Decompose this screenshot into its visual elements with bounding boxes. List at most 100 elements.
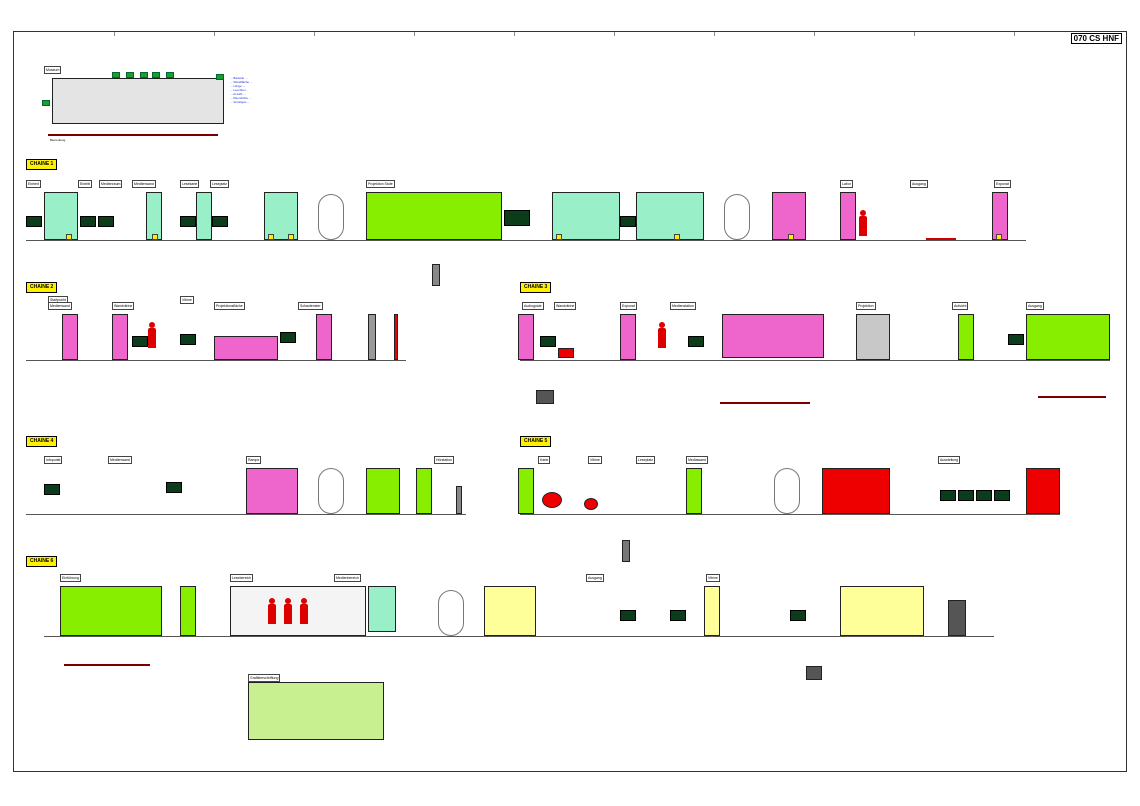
c4-monitor (44, 484, 60, 495)
c1-label: Einheit (26, 180, 41, 188)
chain-1-tag: CHAINE 1 (26, 159, 58, 170)
chain-1-baseline (26, 240, 1026, 241)
drawing-frame: Museum ... Bauteile ...... Wandfläche ..… (13, 31, 1127, 772)
c5-monitor (940, 490, 956, 501)
c4-panel (416, 468, 432, 514)
c5-panel (686, 468, 702, 514)
c1-label: Projektion Stufe (366, 180, 395, 188)
header-marker (166, 72, 174, 78)
c4-label: Medienwand (108, 456, 132, 464)
chain-4-tag: CHAINE 4 (26, 436, 58, 447)
c6-cabinet (948, 600, 966, 636)
c4-column (456, 486, 462, 514)
c4-label: Infopunkt (44, 456, 63, 464)
c3-label: Projektion (856, 302, 876, 310)
c1-marker (268, 234, 274, 240)
footer-label: Grafikbeschriftung (248, 674, 281, 682)
chain-6-baseline (44, 636, 994, 637)
c3-box (536, 390, 554, 404)
c1-label: Ausgang (910, 180, 928, 188)
header-marker (126, 72, 134, 78)
chain-3-baseline (520, 360, 1110, 361)
c1-bar (926, 238, 956, 240)
c6-panel (484, 586, 536, 636)
header-marker (140, 72, 148, 78)
c1-panel (992, 192, 1008, 240)
c1-label: Labor (840, 180, 853, 188)
c5-label: Mediawand (686, 456, 708, 464)
c4-loop (318, 468, 344, 514)
c2-label: Wandvitrine (112, 302, 135, 310)
c5-column (622, 540, 630, 562)
c5-label: Karte (538, 456, 551, 464)
c3-figure (658, 322, 666, 348)
c2-panel (62, 314, 78, 360)
c2-panel (112, 314, 128, 360)
c6-label: Medienbereich (334, 574, 361, 582)
footer-panel (248, 682, 384, 740)
header-block: Museum ... Bauteile ...... Wandfläche ..… (40, 66, 265, 142)
c5-shape (584, 498, 598, 510)
c6-label: Einführung (60, 574, 81, 582)
c3-label: Exponat (620, 302, 637, 310)
c1-monitor (80, 216, 96, 227)
c6-label: Vitrine (706, 574, 720, 582)
c3-label: Medienstation (670, 302, 696, 310)
c6-panel (180, 586, 196, 636)
c4-panel (366, 468, 400, 514)
c3-monitor (688, 336, 704, 347)
c1-column (432, 264, 440, 286)
c1-marker (996, 234, 1002, 240)
c6-monitor (670, 610, 686, 621)
c6-monitor (620, 610, 636, 621)
c2-label: Vitrine (180, 296, 194, 304)
c6-panel (230, 586, 366, 636)
c3-panel (620, 314, 636, 360)
c5-loop (774, 468, 800, 514)
chain-5-baseline (520, 514, 1060, 515)
c5-monitor (976, 490, 992, 501)
c1-label: Exponat (994, 180, 1011, 188)
c2-label: Medienwand (48, 302, 72, 310)
c1-panel (772, 192, 806, 240)
c5-panel (822, 468, 890, 514)
c3-panel (722, 314, 824, 358)
chain-5-tag: CHAINE 5 (520, 436, 552, 447)
header-legend: ... Bauteile ...... Wandfläche ... ... L… (230, 76, 253, 104)
header-note: Bemerkung (50, 138, 66, 142)
c1-marker (556, 234, 562, 240)
c2-figure (148, 322, 156, 348)
c3-block (558, 348, 574, 358)
c6-panel (60, 586, 162, 636)
c2-label: Schaufenster (298, 302, 323, 310)
c2-monitor (180, 334, 196, 345)
c3-label: Wandvitrine (554, 302, 577, 310)
c4-label: Hörstation (434, 456, 454, 464)
header-marker (42, 100, 50, 106)
c1-panel (146, 192, 162, 240)
c2-label: Projektionsfläche (214, 302, 245, 310)
c1-monitor (26, 216, 42, 227)
c1-marker (674, 234, 680, 240)
c1-panel (552, 192, 620, 240)
c1-monitor (620, 216, 636, 227)
c3-label: Ausgang (1026, 302, 1044, 310)
header-title: Museum (44, 66, 62, 74)
chain-3-tag: CHAINE 3 (520, 282, 552, 293)
c4-label: Rampe (246, 456, 262, 464)
c6-figure (268, 598, 276, 624)
c2-panel (214, 336, 278, 360)
c3-label: Audioguide (522, 302, 544, 310)
c1-panel (44, 192, 78, 240)
c5-shape (542, 492, 562, 508)
c6-monitor (790, 610, 806, 621)
chain-4-baseline (26, 514, 466, 515)
c5-panel (1026, 468, 1060, 514)
c5-label: Leseplatz (636, 456, 655, 464)
c1-marker (788, 234, 794, 240)
c3-label: Aufsicht (952, 302, 969, 310)
c5-label: Vitrine (588, 456, 602, 464)
c3-panel (856, 314, 890, 360)
sheet-code: 070 CS HNF (1070, 33, 1122, 44)
c1-panel (840, 192, 856, 240)
